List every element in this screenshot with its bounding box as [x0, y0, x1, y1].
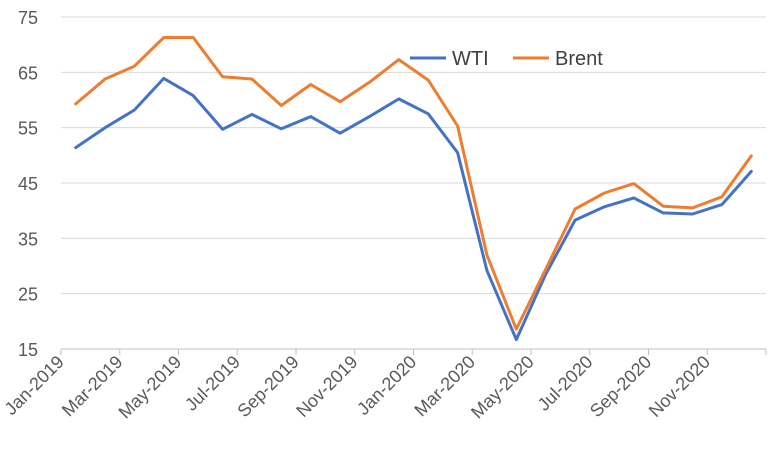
y-tick-label-35: 35 [18, 229, 38, 249]
x-tick-label: Jan-2020 [353, 352, 420, 419]
y-tick-label-65: 65 [18, 63, 38, 83]
series-line-brent [74, 36, 753, 331]
y-tick-label-55: 55 [18, 119, 38, 139]
series-lines [74, 36, 753, 342]
x-tick-label: Nov-2020 [645, 352, 714, 421]
y-tick-label-15: 15 [18, 340, 38, 360]
x-axis [60, 348, 767, 355]
gridlines [61, 16, 766, 295]
x-tick-label: May-2019 [115, 352, 186, 423]
legend-label-wti: WTI [452, 48, 489, 70]
legend: WTI Brent [410, 48, 603, 70]
y-tick-label-75: 75 [18, 8, 38, 28]
y-tick-label-45: 45 [18, 174, 38, 194]
x-tick-label: Jan-2019 [1, 352, 68, 419]
x-tick-label: Sep-2020 [586, 352, 655, 421]
x-axis-tick-labels: Jan-2019Mar-2019May-2019Jul-2019Sep-2019… [1, 352, 714, 423]
legend-label-brent: Brent [555, 48, 603, 70]
series-line-wti [74, 76, 753, 342]
x-tick-label: May-2020 [467, 352, 538, 423]
y-tick-label-25: 25 [18, 285, 38, 305]
x-tick-label: Sep-2019 [233, 352, 302, 421]
y-axis-tick-labels: 15 25 35 45 55 65 75 [18, 8, 38, 360]
x-tick-label: Nov-2019 [292, 352, 361, 421]
